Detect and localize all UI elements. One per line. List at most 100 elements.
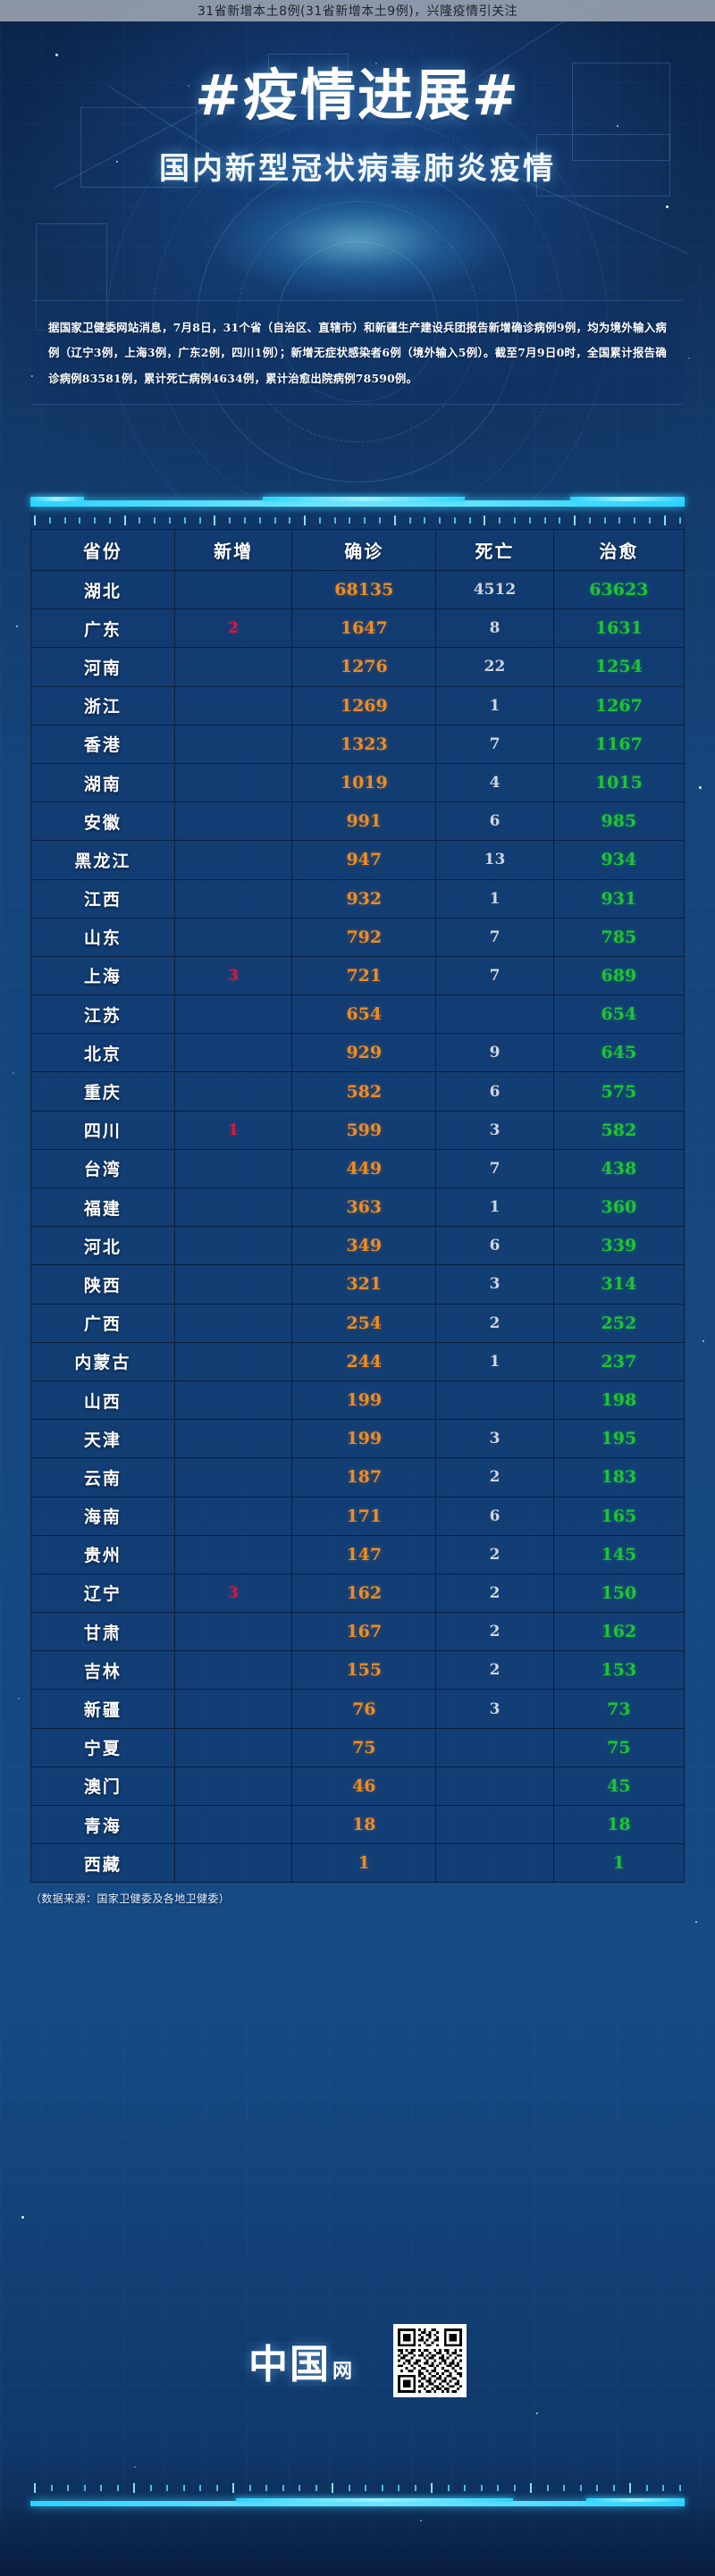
cell-deaths: 2 xyxy=(435,1573,554,1614)
cell-cured: 153 xyxy=(552,1650,686,1691)
table-row: 江苏 654 654 xyxy=(30,994,686,1035)
tick-mark xyxy=(63,516,66,524)
table-row: 河南 1276 22 1254 xyxy=(30,647,686,687)
tick-mark xyxy=(563,2484,565,2491)
table-body: 湖北 68135 4512 63623 广东 2 1647 8 1631 河南 1276 22 1254… xyxy=(30,569,686,1884)
tick-mark xyxy=(378,516,381,524)
cell-province: 青海 xyxy=(30,1804,175,1845)
qr-code[interactable] xyxy=(393,2324,467,2397)
cell-new xyxy=(173,1727,293,1767)
tick-mark xyxy=(574,515,576,525)
cell-confirmed: 721 xyxy=(291,955,437,996)
cell-cured: 1631 xyxy=(552,608,686,649)
cell-deaths xyxy=(435,1804,554,1845)
cell-new xyxy=(173,1689,293,1729)
cell-cured: 73 xyxy=(552,1689,686,1729)
cell-confirmed: 349 xyxy=(291,1226,437,1266)
tick-mark xyxy=(453,516,456,524)
tick-mark xyxy=(229,516,231,524)
cell-new xyxy=(173,647,293,687)
tick-mark xyxy=(232,2482,234,2493)
table-row: 云南 187 2 183 xyxy=(30,1457,686,1498)
cell-deaths: 1 xyxy=(435,685,554,726)
cell-cured: 198 xyxy=(552,1380,686,1421)
cell-new xyxy=(173,1650,293,1691)
table-row: 广东 2 1647 8 1631 xyxy=(30,608,686,649)
panel-top-accent xyxy=(30,497,685,511)
cell-cured: 145 xyxy=(552,1534,686,1574)
cell-deaths: 6 xyxy=(435,1226,554,1266)
cell-confirmed: 18 xyxy=(291,1804,437,1845)
cell-province: 四川 xyxy=(30,1110,175,1150)
cell-new xyxy=(173,1843,293,1884)
cell-cured: 195 xyxy=(552,1419,686,1459)
column-header-new: 新增 xyxy=(173,529,293,571)
tick-mark xyxy=(139,516,141,524)
column-header-cured: 治愈 xyxy=(552,529,686,571)
cell-deaths: 7 xyxy=(435,917,554,957)
star xyxy=(18,1698,20,1699)
cell-cured: 162 xyxy=(552,1612,686,1652)
table-row: 湖北 68135 4512 63623 xyxy=(30,569,686,610)
cell-province: 西藏 xyxy=(30,1843,175,1884)
cell-province: 吉林 xyxy=(30,1650,175,1691)
tick-mark xyxy=(546,2484,549,2491)
cell-province: 河北 xyxy=(30,1226,175,1266)
table-row: 湖南 1019 4 1015 xyxy=(30,762,686,803)
star xyxy=(699,786,702,789)
tick-mark xyxy=(258,516,261,524)
table-row: 山东 792 7 785 xyxy=(30,917,686,957)
footer-tick-ruler xyxy=(30,2481,685,2494)
cell-confirmed: 1019 xyxy=(291,762,437,803)
footer-block: 中国网 xyxy=(0,2308,715,2576)
cell-new: 3 xyxy=(173,1573,293,1614)
cell-new xyxy=(173,1534,293,1574)
cell-province: 上海 xyxy=(30,955,175,996)
table-row: 陕西 321 3 314 xyxy=(30,1264,686,1305)
cell-confirmed: 1 xyxy=(291,1843,437,1884)
cell-cured: 931 xyxy=(552,878,686,919)
tick-mark xyxy=(243,516,246,524)
cell-deaths: 8 xyxy=(435,608,554,649)
cell-deaths: 2 xyxy=(435,1303,554,1343)
cell-deaths xyxy=(435,1380,554,1421)
column-header-confirmed: 确诊 xyxy=(291,529,437,571)
cell-confirmed: 792 xyxy=(291,917,437,957)
cell-confirmed: 167 xyxy=(291,1612,437,1652)
accent-bar xyxy=(30,500,685,507)
cell-new xyxy=(173,917,293,957)
page-subtitle: 国内新型冠状病毒肺炎疫情 xyxy=(159,151,556,188)
cell-confirmed: 155 xyxy=(291,1650,437,1691)
cell-new xyxy=(173,724,293,764)
cell-new xyxy=(173,1071,293,1112)
cell-province: 重庆 xyxy=(30,1071,175,1112)
tick-mark xyxy=(34,2482,36,2493)
logo-suffix-text: 网 xyxy=(332,2360,354,2383)
cell-cured: 18 xyxy=(552,1804,686,1845)
tick-mark xyxy=(332,2482,333,2493)
tick-mark xyxy=(349,516,351,524)
cell-confirmed: 654 xyxy=(291,994,437,1035)
cell-province: 台湾 xyxy=(30,1148,175,1189)
cell-deaths xyxy=(435,1766,554,1807)
tick-mark xyxy=(116,2484,119,2491)
cell-confirmed: 162 xyxy=(291,1573,437,1614)
cell-new xyxy=(173,1303,293,1343)
star xyxy=(16,625,18,627)
tick-mark xyxy=(629,2482,631,2493)
cell-confirmed: 929 xyxy=(291,1033,437,1073)
star xyxy=(21,2216,24,2219)
tick-mark xyxy=(364,516,366,524)
tick-mark xyxy=(48,516,51,524)
tick-mark xyxy=(133,2482,135,2493)
cell-deaths: 13 xyxy=(435,840,554,880)
cell-deaths: 1 xyxy=(435,1187,554,1228)
tick-mark xyxy=(198,516,201,524)
tick-mark xyxy=(304,515,307,525)
cell-new: 3 xyxy=(173,955,293,996)
tick-mark xyxy=(154,516,156,524)
cell-confirmed: 1276 xyxy=(291,647,437,687)
tick-mark xyxy=(365,2484,366,2491)
tick-mark xyxy=(603,516,606,524)
cell-province: 陕西 xyxy=(30,1264,175,1305)
